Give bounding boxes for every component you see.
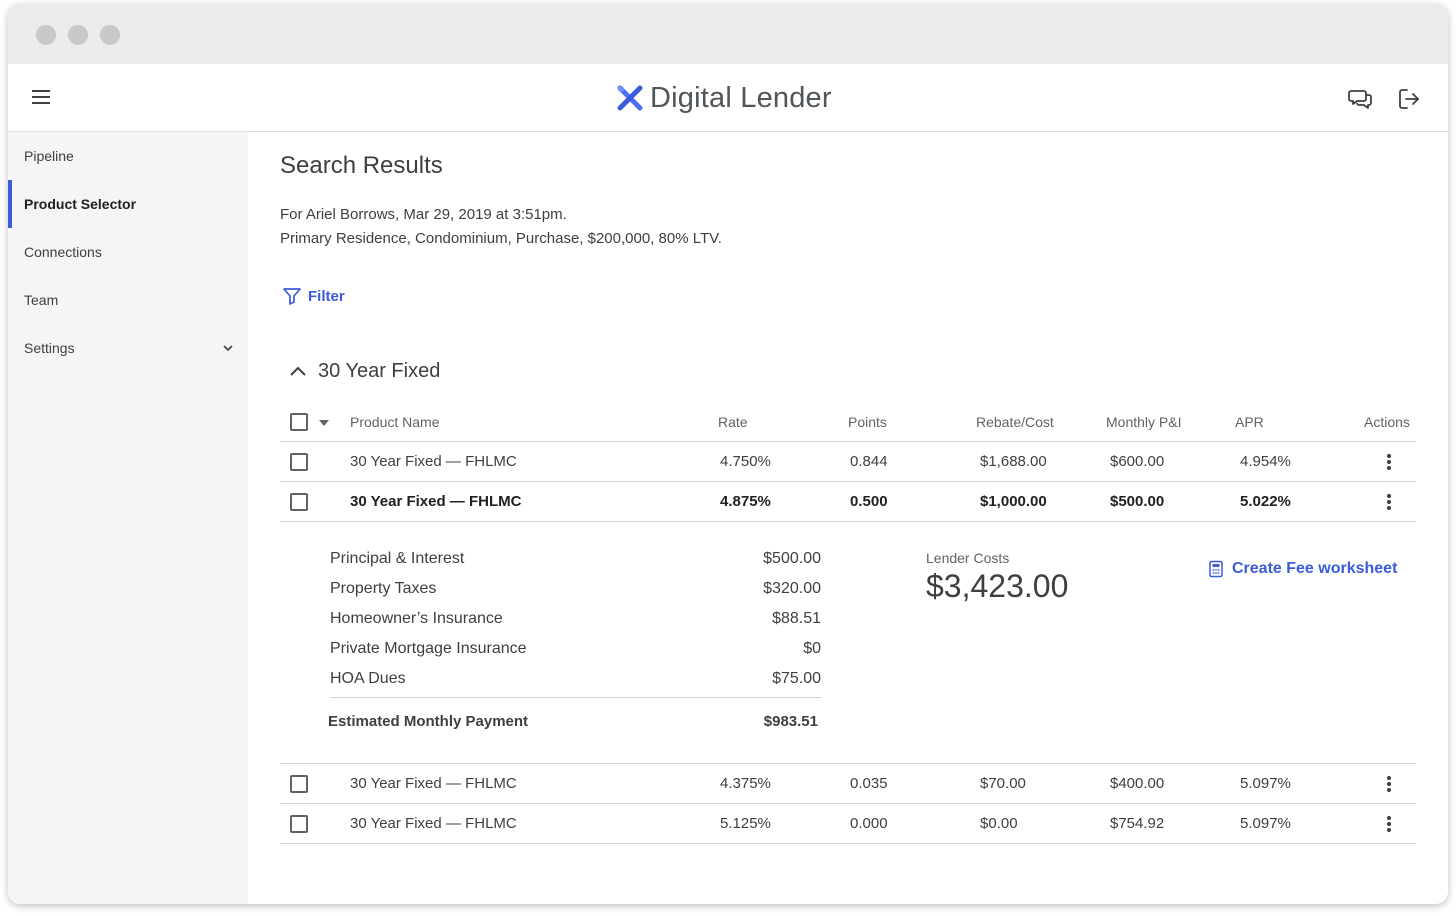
row-checkbox[interactable] [290, 815, 308, 833]
group-title: 30 Year Fixed [318, 360, 441, 382]
calculator-icon [1209, 560, 1223, 578]
header-points[interactable]: Points [848, 414, 887, 430]
cell-rebate-cost: $0.00 [980, 815, 1018, 832]
detail-label-hoa-dues: HOA Dues [330, 670, 406, 687]
sidebar-item-label: Settings [24, 340, 75, 356]
cell-rate: 4.875% [720, 493, 771, 510]
sidebar-item-pipeline[interactable]: Pipeline [8, 132, 248, 180]
filter-icon [283, 288, 301, 305]
window-titlebar [8, 4, 1448, 64]
cell-product-name: 30 Year Fixed — FHLMC [350, 775, 517, 792]
row-checkbox[interactable] [290, 775, 308, 793]
sidebar: Pipeline Product Selector Connections Te… [8, 132, 248, 904]
select-all-checkbox[interactable] [290, 413, 308, 431]
more-vert-icon[interactable] [1386, 816, 1392, 832]
header-rebate-cost[interactable]: Rebate/Cost [976, 414, 1054, 430]
cell-apr: 4.954% [1240, 453, 1291, 470]
estimated-payment-label: Estimated Monthly Payment [328, 713, 529, 730]
cell-rebate-cost: $1,688.00 [980, 453, 1047, 470]
cell-product-name: 30 Year Fixed — FHLMC [350, 453, 517, 470]
main-content: Search Results For Ariel Borrows, Mar 29… [248, 132, 1448, 904]
sidebar-item-label: Product Selector [24, 196, 137, 212]
sidebar-item-label: Connections [24, 244, 102, 260]
cell-points: 0.844 [850, 453, 888, 470]
cell-points: 0.500 [850, 493, 888, 510]
table-row[interactable]: 30 Year Fixed — FHLMC 5.125% 0.000 $0.00… [280, 804, 1416, 844]
sidebar-item-product-selector[interactable]: Product Selector [8, 180, 248, 228]
detail-label-principal-interest: Principal & Interest [330, 550, 465, 567]
sidebar-item-connections[interactable]: Connections [8, 228, 248, 276]
row-checkbox[interactable] [290, 493, 308, 511]
group-toggle-30-year-fixed[interactable]: 30 Year Fixed [288, 360, 440, 383]
cell-rebate-cost: $1,000.00 [980, 493, 1047, 510]
detail-value-hoa-dues: $75.00 [772, 670, 821, 687]
header-product-name[interactable]: Product Name [350, 414, 440, 430]
filter-button[interactable]: Filter [282, 286, 345, 306]
window-close-dot[interactable] [36, 25, 56, 45]
chevron-down-icon [223, 345, 233, 352]
more-vert-icon[interactable] [1386, 494, 1392, 510]
chevron-up-icon [290, 366, 306, 376]
detail-value-homeowners-insurance: $88.51 [772, 610, 821, 627]
cell-rate: 4.750% [720, 453, 771, 470]
cell-apr: 5.097% [1240, 815, 1291, 832]
cell-rebate-cost: $70.00 [980, 775, 1026, 792]
cell-points: 0.035 [850, 775, 888, 792]
detail-value-principal-interest: $500.00 [763, 550, 821, 567]
search-meta-borrower: For Ariel Borrows, Mar 29, 2019 at 3:51p… [280, 206, 567, 223]
cell-monthly-pi: $600.00 [1110, 453, 1165, 470]
cell-monthly-pi: $400.00 [1110, 775, 1165, 792]
row-detail-panel: Principal & Interest $500.00 Property Ta… [280, 524, 1416, 764]
cell-product-name: 30 Year Fixed — FHLMC [350, 493, 522, 510]
app-header: Digital Lender [8, 64, 1448, 132]
header-actions: Actions [1364, 414, 1410, 430]
sidebar-item-label: Team [24, 292, 59, 308]
detail-value-pmi: $0 [803, 640, 821, 657]
more-vert-icon[interactable] [1386, 776, 1392, 792]
sidebar-item-settings[interactable]: Settings [8, 324, 248, 372]
detail-divider [330, 697, 821, 698]
logout-icon[interactable] [1396, 86, 1422, 112]
logo-icon [617, 85, 643, 111]
window-minimize-dot[interactable] [68, 25, 88, 45]
detail-label-property-taxes: Property Taxes [330, 580, 437, 597]
estimated-payment-value: $983.51 [763, 713, 818, 730]
cell-points: 0.000 [850, 815, 888, 832]
app-logo[interactable]: Digital Lender [616, 80, 832, 116]
detail-value-property-taxes: $320.00 [763, 580, 821, 597]
header-rate[interactable]: Rate [718, 414, 748, 430]
table-header: Product Name Rate Points Rebate/Cost Mon… [280, 402, 1416, 442]
cell-rate: 5.125% [720, 815, 771, 832]
table-row-expanded[interactable]: 30 Year Fixed — FHLMC 4.875% 0.500 $1,00… [280, 482, 1416, 522]
cell-monthly-pi: $754.92 [1110, 815, 1165, 832]
app-name: Digital Lender [650, 81, 832, 114]
menu-icon[interactable] [30, 86, 52, 108]
cell-product-name: 30 Year Fixed — FHLMC [350, 815, 517, 832]
table-row[interactable]: 30 Year Fixed — FHLMC 4.375% 0.035 $70.0… [280, 764, 1416, 804]
page-title: Search Results [280, 152, 443, 179]
chat-icon[interactable] [1348, 86, 1374, 112]
lender-costs-label: Lender Costs [926, 550, 1010, 566]
window-maximize-dot[interactable] [100, 25, 120, 45]
header-apr[interactable]: APR [1235, 414, 1264, 430]
search-meta-loan: Primary Residence, Condominium, Purchase… [280, 230, 722, 247]
detail-label-pmi: Private Mortgage Insurance [330, 640, 527, 657]
caret-down-icon[interactable] [318, 419, 330, 427]
filter-label: Filter [308, 287, 345, 305]
header-monthly-pi[interactable]: Monthly P&I [1106, 414, 1182, 430]
sidebar-item-label: Pipeline [24, 148, 74, 164]
cell-apr: 5.097% [1240, 775, 1291, 792]
create-fee-worksheet-button[interactable]: Create Fee worksheet [1208, 560, 1397, 578]
create-fee-worksheet-label: Create Fee worksheet [1232, 560, 1398, 577]
more-vert-icon[interactable] [1386, 454, 1392, 470]
table-row[interactable]: 30 Year Fixed — FHLMC 4.750% 0.844 $1,68… [280, 442, 1416, 482]
row-checkbox[interactable] [290, 453, 308, 471]
sidebar-item-team[interactable]: Team [8, 276, 248, 324]
cell-rate: 4.375% [720, 775, 771, 792]
app-window: Digital Lender Pipeline Product Selector… [8, 4, 1448, 904]
detail-label-homeowners-insurance: Homeowner’s Insurance [330, 610, 503, 627]
cell-apr: 5.022% [1240, 493, 1291, 510]
cell-monthly-pi: $500.00 [1110, 493, 1165, 510]
lender-costs-value: $3,423.00 [926, 568, 1069, 604]
